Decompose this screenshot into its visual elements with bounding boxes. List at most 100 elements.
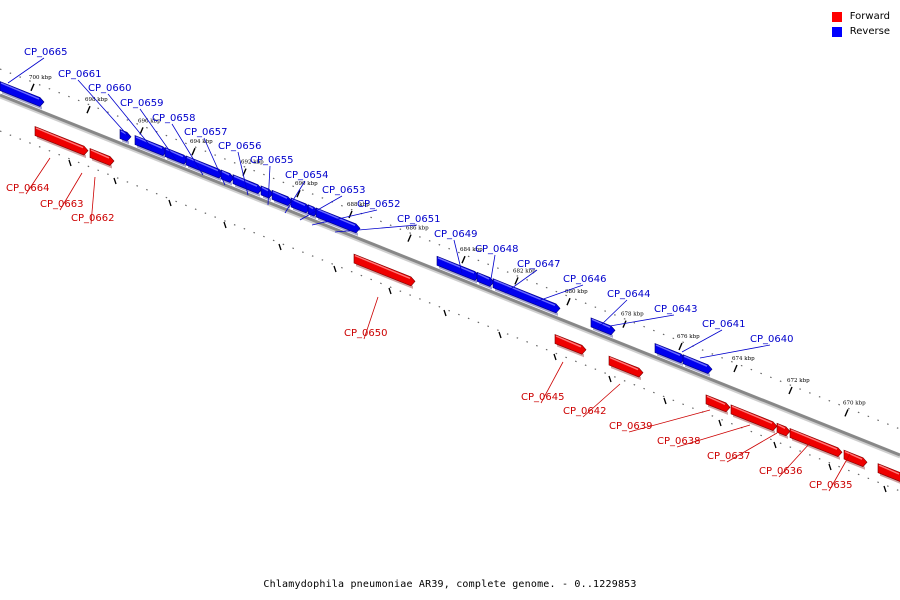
- leader-cp-0664: [25, 157, 51, 195]
- gene-label-cp-0645[interactable]: CP_0645: [521, 392, 564, 403]
- feature-cp-0639[interactable]: [705, 394, 731, 415]
- legend-forward-label: Forward: [849, 11, 890, 22]
- gene-label-cp-0654[interactable]: CP_0654: [285, 170, 328, 181]
- scale-tick-label: 694 kbp: [190, 139, 213, 145]
- forward-swatch: [831, 11, 842, 22]
- feature-highlight: [655, 344, 681, 357]
- feature-cp-0652[interactable]: [307, 204, 319, 220]
- feature-cp-0650[interactable]: [353, 253, 416, 289]
- feature-cp-0658[interactable]: [185, 155, 224, 182]
- gene-label-cp-0641[interactable]: CP_0641: [702, 319, 745, 330]
- gene-label-cp-0656[interactable]: CP_0656: [218, 141, 261, 152]
- gene-label-cp-0638[interactable]: CP_0638: [657, 436, 700, 447]
- gene-label-cp-0646[interactable]: CP_0646: [563, 274, 606, 285]
- gene-label-cp-0639[interactable]: CP_0639: [609, 421, 652, 432]
- leader-cp-0665: [7, 57, 45, 84]
- feature-cp-0637[interactable]: [776, 422, 791, 439]
- feature-cp-0661[interactable]: [119, 129, 132, 145]
- gene-label-cp-0663[interactable]: CP_0663: [40, 199, 83, 210]
- legend-forward: Forward: [831, 9, 890, 24]
- gene-label-cp-0650[interactable]: CP_0650: [344, 328, 387, 339]
- leader-cp-0641: [681, 329, 723, 353]
- feature-highlight: [493, 279, 556, 307]
- feature-cp-0635[interactable]: [843, 449, 868, 470]
- gene-label-cp-0643[interactable]: CP_0643: [654, 304, 697, 315]
- minor-tick: [388, 287, 392, 295]
- feature-cp-0642[interactable]: [608, 355, 644, 381]
- scale-tick: [296, 189, 301, 198]
- legend: Forward Reverse: [831, 9, 890, 39]
- gene-label-cp-0636[interactable]: CP_0636: [759, 466, 802, 477]
- feature-highlight: [609, 356, 639, 371]
- feature-cp-0649[interactable]: [436, 255, 480, 284]
- scale-tick: [844, 409, 849, 417]
- feature-highlight: [272, 191, 288, 199]
- feature-cp-0634[interactable]: [877, 463, 900, 485]
- feature-cp-0655[interactable]: [260, 185, 274, 202]
- gene-label-cp-0640[interactable]: CP_0640: [750, 334, 793, 345]
- gene-label-cp-0648[interactable]: CP_0648: [475, 244, 518, 255]
- feature-cp-0638[interactable]: [730, 404, 778, 434]
- feature-cp-0647[interactable]: [492, 278, 561, 316]
- feature-cp-0662[interactable]: [89, 148, 115, 169]
- feature-cp-0656[interactable]: [232, 174, 263, 197]
- gene-label-cp-0655[interactable]: CP_0655: [250, 155, 293, 166]
- gene-label-cp-0657[interactable]: CP_0657: [184, 127, 227, 138]
- scale-tick: [139, 127, 144, 135]
- gene-label-cp-0664[interactable]: CP_0664: [6, 183, 49, 194]
- feature-cp-0644[interactable]: [590, 317, 616, 338]
- gene-label-cp-0662[interactable]: CP_0662: [71, 213, 114, 224]
- minor-tick: [498, 331, 502, 339]
- leader-cp-0643: [609, 314, 675, 327]
- gene-label-cp-0642[interactable]: CP_0642: [563, 406, 606, 417]
- leader-cp-0640: [699, 344, 771, 359]
- gene-label-cp-0653[interactable]: CP_0653: [322, 185, 365, 196]
- leader-cp-0658: [171, 123, 204, 176]
- scale-tick-label: 680 kbp: [565, 289, 588, 295]
- minor-tick: [883, 485, 887, 493]
- feature-cp-0664[interactable]: [34, 126, 89, 159]
- feature-cp-0654[interactable]: [271, 189, 293, 209]
- feature-highlight: [477, 273, 490, 280]
- feature-cp-0648[interactable]: [476, 271, 495, 290]
- leader-cp-0651: [334, 224, 418, 233]
- feature-highlight: [731, 405, 773, 424]
- gene-label-cp-0647[interactable]: CP_0647: [517, 259, 560, 270]
- feature-cp-0657[interactable]: [220, 169, 235, 186]
- feature-cp-0636[interactable]: [789, 428, 843, 460]
- scale-tick-label: 670 kbp: [843, 400, 866, 406]
- gene-label-cp-0665[interactable]: CP_0665: [24, 47, 67, 58]
- gene-label-cp-0651[interactable]: CP_0651: [397, 214, 440, 225]
- leader-cp-0637: [726, 432, 778, 463]
- gene-label-cp-0635[interactable]: CP_0635: [809, 480, 852, 491]
- feature-cp-0665[interactable]: [0, 81, 45, 110]
- gene-label-cp-0658[interactable]: CP_0658: [152, 113, 195, 124]
- gene-label-cp-0661[interactable]: CP_0661: [58, 69, 101, 80]
- feature-cp-0660[interactable]: [134, 135, 168, 159]
- gene-label-cp-0659[interactable]: CP_0659: [120, 98, 163, 109]
- feature-highlight: [437, 257, 475, 274]
- gene-label-cp-0637[interactable]: CP_0637: [707, 451, 750, 462]
- scale-tick-label: 674 kbp: [732, 356, 755, 362]
- scale-tick: [30, 83, 35, 92]
- gene-label-cp-0652[interactable]: CP_0652: [357, 199, 400, 210]
- feature-cp-0645[interactable]: [554, 334, 587, 358]
- scale-tick: [407, 234, 412, 242]
- scale-tick: [622, 320, 627, 328]
- gene-label-cp-0649[interactable]: CP_0649: [434, 229, 477, 240]
- reverse-swatch: [831, 26, 842, 37]
- legend-reverse-label: Reverse: [849, 26, 890, 37]
- feature-highlight: [683, 355, 708, 367]
- minor-tick: [443, 309, 447, 317]
- feature-highlight: [120, 130, 127, 135]
- minor-tick: [553, 353, 557, 361]
- minor-tick: [718, 419, 722, 427]
- leader-cp-0648: [489, 254, 496, 286]
- gene-label-cp-0644[interactable]: CP_0644: [607, 289, 650, 300]
- lower-dotted-guide: [0, 130, 900, 492]
- feature-cp-0641[interactable]: [682, 354, 713, 377]
- gene-label-cp-0660[interactable]: CP_0660: [88, 83, 131, 94]
- minor-tick: [828, 463, 832, 471]
